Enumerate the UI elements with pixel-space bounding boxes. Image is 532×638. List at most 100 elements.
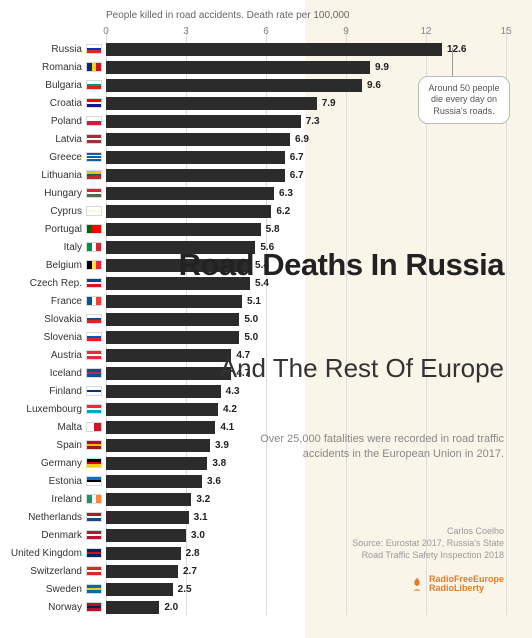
flag-icon [86,278,102,288]
bar-row: Norway 2.0 [0,598,532,616]
bar [106,493,191,506]
subhead-text: Over 25,000 fatalities were recorded in … [260,433,504,460]
value-label: 2.7 [183,566,197,577]
value-label: 2.5 [178,584,192,595]
flag-icon [86,530,102,540]
value-label: 3.8 [212,458,226,469]
bar-row: Latvia 6.9 [0,130,532,148]
bar-row: Netherlands 3.1 [0,508,532,526]
bar [106,367,231,380]
flag-icon [86,458,102,468]
value-label: 12.6 [447,44,466,55]
bar [106,403,218,416]
value-label: 9.6 [367,80,381,91]
value-label: 5.0 [244,314,258,325]
bar [106,79,362,92]
country-label: Sweden [2,584,82,595]
flag-icon [86,170,102,180]
flag-icon [86,368,102,378]
bar [106,313,239,326]
callout-text: Around 50 people die every day on Russia… [428,83,499,116]
value-label: 9.9 [375,62,389,73]
flag-icon [86,404,102,414]
subhead: Over 25,000 fatalities were recorded in … [244,432,504,462]
x-tick-label: 12 [420,26,431,37]
bar-row: Cyprus6.2 [0,202,532,220]
country-label: Russia [2,44,82,55]
country-label: Norway [2,602,82,613]
value-label: 3.6 [207,476,221,487]
flag-icon [86,62,102,72]
flag-icon [86,584,102,594]
bar-row: Greece6.7 [0,148,532,166]
country-label: Finland [2,386,82,397]
country-label: Spain [2,440,82,451]
credits-source-2: Road Traffic Safety Inspection 2018 [352,549,504,561]
credits-source-1: Source: Eurostat 2017, Russia's State [352,537,504,549]
country-label: Croatia [2,98,82,109]
flag-icon [86,566,102,576]
flag-icon [86,134,102,144]
bar [106,529,186,542]
country-label: Greece [2,152,82,163]
headline-bold: Road Deaths In Russia [179,248,504,281]
flag-icon [86,422,102,432]
value-label: 2.0 [164,602,178,613]
country-label: Ireland [2,494,82,505]
country-label: Latvia [2,134,82,145]
bar-row: Slovenia5.0 [0,328,532,346]
country-label: Iceland [2,368,82,379]
bar [106,421,215,434]
country-label: Czech Rep. [2,278,82,289]
flag-icon [86,296,102,306]
country-label: Italy [2,242,82,253]
bar-row: France5.1 [0,292,532,310]
country-label: Netherlands [2,512,82,523]
bar [106,511,189,524]
value-label: 7.3 [306,116,320,127]
flag-icon [86,386,102,396]
bar [106,169,285,182]
bar [106,349,231,362]
country-label: Bulgaria [2,80,82,91]
flag-icon [86,512,102,522]
bar-row: Luxembourg4.2 [0,400,532,418]
bar [106,205,271,218]
bar [106,97,317,110]
x-tick-label: 0 [103,26,109,37]
flag-icon [86,80,102,90]
value-label: 5.1 [247,296,261,307]
bar [106,385,221,398]
value-label: 4.1 [220,422,234,433]
bar [106,601,159,614]
torch-icon [409,576,425,592]
value-label: 6.9 [295,134,309,145]
value-label: 2.8 [186,548,200,559]
callout-box: Around 50 people die every day on Russia… [418,76,510,124]
value-label: 4.3 [226,386,240,397]
value-label: 6.7 [290,170,304,181]
logo-line-2: RadioLiberty [429,584,504,593]
bar-row: Lithuania6.7 [0,166,532,184]
flag-icon [86,206,102,216]
country-label: Slovakia [2,314,82,325]
country-label: Germany [2,458,82,469]
credits: Carlos Coelho Source: Eurostat 2017, Rus… [352,525,504,561]
value-label: 3.9 [215,440,229,451]
value-label: 3.1 [194,512,208,523]
headline-light-text: And The Rest Of Europe [220,354,504,384]
bar [106,565,178,578]
x-tick-label: 9 [343,26,349,37]
country-label: Hungary [2,188,82,199]
value-label: 3.2 [196,494,210,505]
value-label: 3.0 [191,530,205,541]
value-label: 6.2 [276,206,290,217]
chart-title: People killed in road accidents. Death r… [106,10,350,21]
flag-icon [86,188,102,198]
bar-row: Slovakia 5.0 [0,310,532,328]
flag-icon [86,44,102,54]
flag-icon [86,602,102,612]
bar-row: Estonia3.6 [0,472,532,490]
bar [106,133,290,146]
credits-author: Carlos Coelho [352,525,504,537]
